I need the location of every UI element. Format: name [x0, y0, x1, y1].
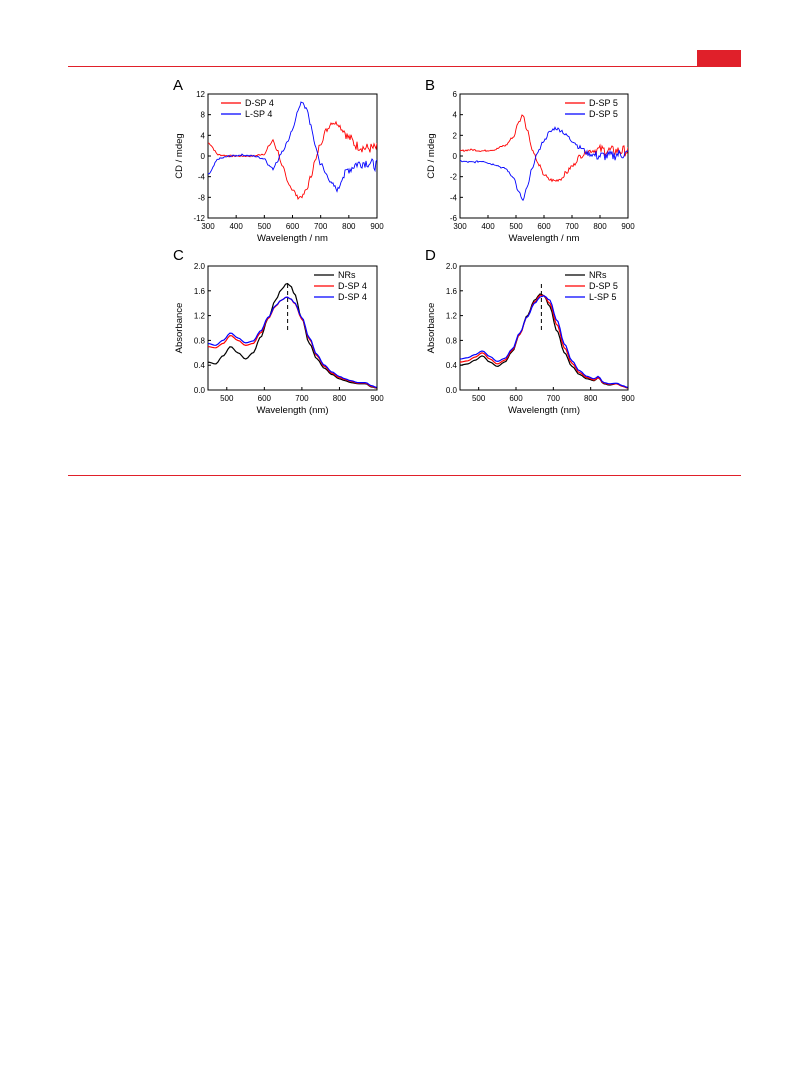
series-line-2	[208, 296, 377, 389]
panel-label: D	[425, 247, 436, 264]
series-line-3	[208, 296, 377, 389]
y-tick-label: -6	[450, 214, 458, 223]
legend-label: D-SP 5	[589, 98, 618, 108]
y-tick-label: -12	[193, 214, 205, 223]
y-axis-title: Absorbance	[426, 303, 437, 354]
x-axis-title: Wavelength / nm	[257, 233, 328, 244]
x-tick-label: 700	[565, 222, 579, 231]
x-tick-label: 800	[593, 222, 607, 231]
y-tick-label: 0.0	[194, 386, 206, 395]
x-tick-label: 700	[547, 394, 561, 403]
y-axis-title: Absorbance	[174, 303, 185, 354]
y-tick-label: 2.0	[194, 262, 206, 271]
legend-label: D-SP 5	[589, 109, 618, 119]
y-tick-label: 0.4	[194, 361, 206, 370]
plot-frame	[207, 265, 378, 391]
legend-label: D-SP 4	[245, 98, 274, 108]
legend-label: L-SP 5	[589, 292, 616, 302]
legend-label: L-SP 4	[245, 109, 272, 119]
footer-rule	[68, 475, 741, 476]
y-tick-label: 8	[201, 111, 206, 120]
x-tick-label: 800	[333, 394, 347, 403]
legend-label: D-SP 4	[338, 292, 367, 302]
x-tick-label: 800	[584, 394, 598, 403]
x-tick-label: 500	[509, 222, 523, 231]
x-tick-label: 900	[370, 394, 384, 403]
y-tick-label: -8	[198, 193, 206, 202]
x-tick-label: 500	[258, 222, 272, 231]
y-axis-title: CD / mdeg	[426, 133, 437, 178]
series-line-3	[460, 295, 628, 389]
y-tick-label: 2	[453, 131, 458, 140]
y-tick-label: 1.2	[446, 312, 458, 321]
x-tick-label: 400	[229, 222, 243, 231]
y-tick-label: 2.0	[446, 262, 458, 271]
x-tick-label: 600	[537, 222, 551, 231]
y-tick-label: -2	[450, 173, 458, 182]
x-tick-label: 900	[370, 222, 384, 231]
chart-panel-b: B 300 400 500 600 700 800 900 -6 -4 -2 0 2 4 6 Waveleng…	[425, 77, 635, 244]
y-tick-label: -4	[198, 173, 206, 182]
x-tick-label: 900	[621, 222, 635, 231]
y-tick-label: 1.2	[194, 312, 206, 321]
y-tick-label: 0.8	[446, 336, 458, 345]
y-tick-label: 0.4	[446, 361, 458, 370]
legend-label: D-SP 4	[338, 281, 367, 291]
plot-frame	[459, 265, 629, 391]
y-tick-label: -4	[450, 193, 458, 202]
x-tick-label: 400	[481, 222, 495, 231]
series-line-1	[208, 282, 377, 389]
y-tick-label: 0	[201, 152, 206, 161]
legend-label: NRs	[338, 270, 356, 280]
y-tick-label: 4	[453, 111, 458, 120]
y-tick-label: 0.8	[194, 336, 206, 345]
chart-panel-d: D 500 600 700 800 900 0.0 0.4 0.8 1.2 1.6 2.0 Wavele…	[425, 247, 635, 416]
x-axis-title: Wavelength / nm	[509, 233, 580, 244]
x-tick-label: 500	[220, 394, 234, 403]
x-tick-label: 600	[509, 394, 523, 403]
header-rule	[68, 66, 741, 67]
series-line-2	[208, 101, 377, 193]
x-tick-label: 900	[621, 394, 635, 403]
y-tick-label: 4	[201, 131, 206, 140]
chart-panel-a: A 300 400 500 600 700 800 900 -12 -8 -4 0 4 8 12 Wavele…	[173, 77, 384, 244]
y-tick-label: 0.0	[446, 386, 458, 395]
x-tick-label: 600	[258, 394, 272, 403]
x-tick-label: 500	[472, 394, 486, 403]
y-tick-label: 1.6	[446, 287, 458, 296]
y-tick-label: 1.6	[194, 287, 206, 296]
panel-label: A	[173, 77, 183, 94]
legend-label: NRs	[589, 270, 607, 280]
x-tick-label: 300	[453, 222, 467, 231]
legend-label: D-SP 5	[589, 281, 618, 291]
x-tick-label: 700	[295, 394, 309, 403]
y-tick-label: 12	[196, 90, 205, 99]
panel-label: C	[173, 247, 184, 264]
series-line-2	[460, 294, 628, 389]
x-axis-title: Wavelength (nm)	[257, 405, 329, 416]
series-line-2	[460, 126, 628, 202]
x-tick-label: 800	[342, 222, 356, 231]
header-accent-tab	[697, 50, 741, 67]
y-tick-label: 0	[453, 152, 458, 161]
chart-panel-c: C 500 600 700 800 900 0.0 0.4 0.8 1.2 1.6 2.0 Wavele…	[173, 247, 384, 416]
y-tick-label: 6	[453, 90, 458, 99]
series-line-1	[208, 120, 377, 201]
series-line-1	[460, 114, 628, 183]
x-tick-label: 300	[201, 222, 215, 231]
x-axis-title: Wavelength (nm)	[508, 405, 580, 416]
x-tick-label: 600	[286, 222, 300, 231]
y-axis-title: CD / mdeg	[174, 133, 185, 178]
x-tick-label: 700	[314, 222, 328, 231]
panel-label: B	[425, 77, 435, 94]
series-line-1	[460, 293, 628, 389]
